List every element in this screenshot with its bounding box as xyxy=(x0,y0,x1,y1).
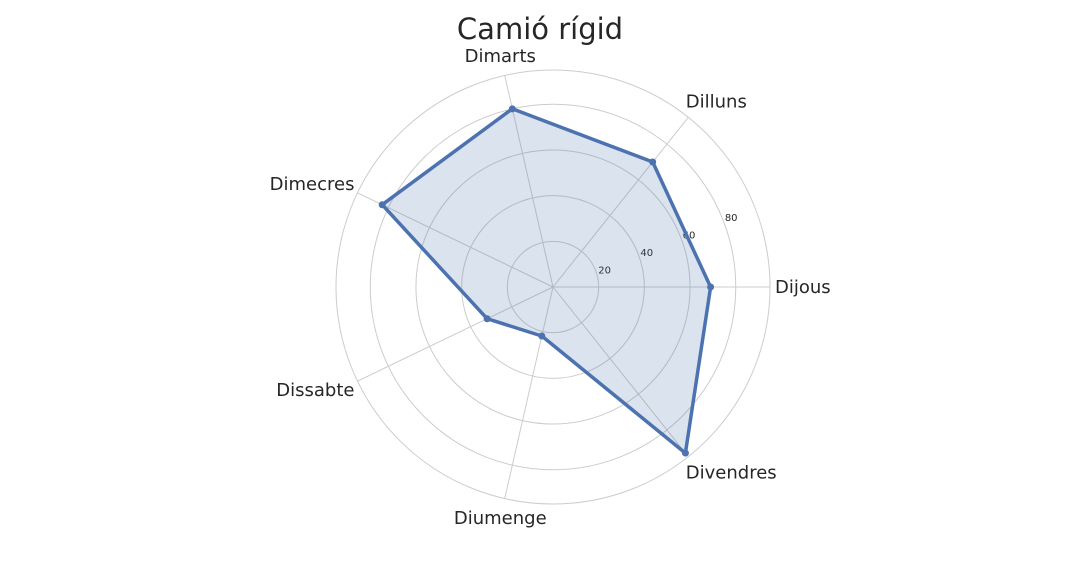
series xyxy=(378,105,715,457)
spoke-4 xyxy=(357,286,554,382)
series-area xyxy=(382,108,711,454)
data-point-dimarts xyxy=(508,105,516,113)
series-line xyxy=(380,107,713,455)
data-point-diumenge xyxy=(538,332,546,340)
spoke-1 xyxy=(552,117,689,288)
chart-title: Camió rígid xyxy=(456,12,624,46)
spoke-5 xyxy=(504,286,554,499)
data-point-divendres xyxy=(681,449,689,457)
radial-ticks: 20 40 60 80 xyxy=(598,213,737,276)
spoke-6 xyxy=(552,286,689,457)
data-point-dijous xyxy=(707,283,715,291)
data-point-dilluns xyxy=(649,158,657,166)
category-label-diumenge: Diumenge xyxy=(454,508,547,529)
spoke-3 xyxy=(357,192,554,288)
r-tick-label: 60 xyxy=(683,231,696,242)
data-point-dissabte xyxy=(483,315,491,323)
r-tick-label: 80 xyxy=(725,213,738,224)
r-tick-label: 20 xyxy=(598,266,611,277)
category-label-dimecres: Dimecres xyxy=(270,174,355,195)
category-label-dijous: Dijous xyxy=(775,277,831,298)
category-label-dimarts: Dimarts xyxy=(465,46,536,67)
r-tick-label: 40 xyxy=(640,248,653,259)
category-label-divendres: Divendres xyxy=(686,462,777,483)
category-labels: Dijous Dilluns Dimarts Dimecres Dissabte Dium… xyxy=(270,46,831,529)
category-label-dissabte: Dissabte xyxy=(276,380,354,401)
category-label-dilluns: Dilluns xyxy=(686,92,747,113)
data-point-dimecres xyxy=(378,201,386,209)
